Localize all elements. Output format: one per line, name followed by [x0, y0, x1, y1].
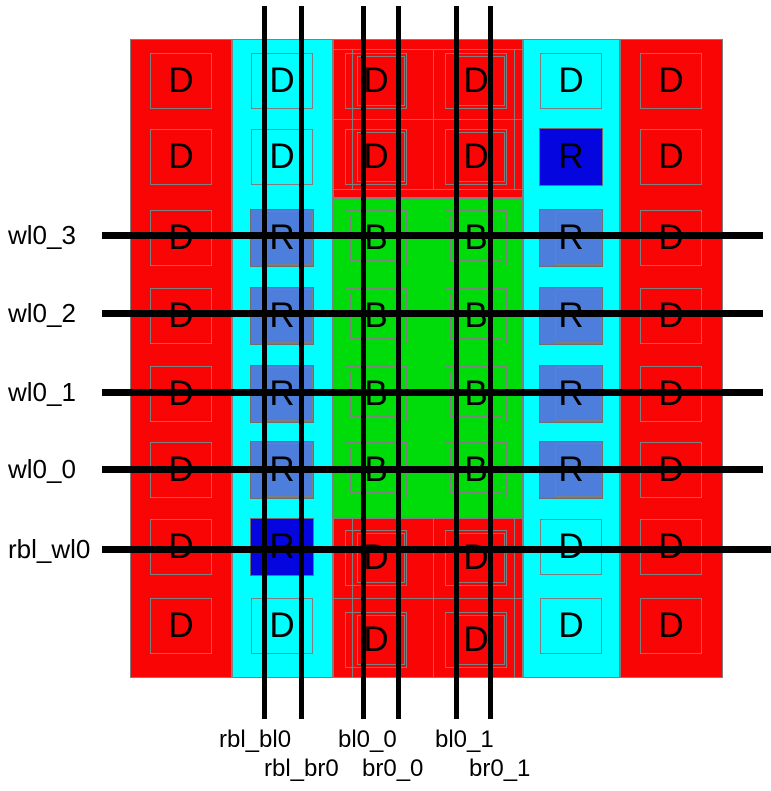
cell-boundary-line: [333, 189, 523, 190]
cell-outline-box: [251, 53, 313, 109]
cell-r8c5-D: D: [539, 597, 603, 655]
cell-letter-D: D: [658, 61, 684, 100]
region-right-dummy-column: [620, 39, 723, 678]
cell-letter-D: D: [658, 137, 684, 176]
cell-letter-D: D: [558, 61, 584, 100]
cell-letter-D: D: [269, 61, 295, 100]
cell-r1c6-D: D: [639, 52, 703, 110]
wordline-label-wl0_3: wl0_3: [8, 220, 76, 250]
cell-outline-box: [345, 612, 407, 668]
bitline-label-bl0_0: bl0_0: [338, 726, 397, 753]
wordline-label-wl0_2: wl0_2: [8, 298, 76, 328]
replica-dark-cell-patch: [539, 128, 603, 186]
region-left-dummy-column: [130, 39, 232, 678]
bitline-br0_0: [396, 6, 401, 719]
cell-r8c2-D: D: [250, 597, 314, 655]
cell-r8c3-D: D: [344, 611, 408, 669]
cell-letter-D: D: [168, 61, 194, 100]
wordline-wl0_1: [102, 389, 763, 396]
cell-outline-box: [345, 53, 407, 109]
cell-boundary-line: [514, 49, 515, 189]
bitline-rbl_br0: [299, 6, 304, 719]
cell-inner-box: [357, 533, 405, 583]
bitline-label-br0_1: br0_1: [469, 755, 531, 782]
cell-letter-D: D: [463, 137, 489, 176]
cell-inner-box: [357, 132, 405, 182]
cell-outline-box: [345, 129, 407, 185]
wordline-wl0_2: [102, 310, 763, 317]
cell-r2c3-D: D: [344, 128, 408, 186]
cell-outline-box: [150, 598, 212, 654]
wordline-label-wl0_1: wl0_1: [8, 377, 76, 407]
cell-outline-box: [251, 598, 313, 654]
cell-letter-D: D: [363, 137, 389, 176]
cell-boundary-line: [352, 518, 353, 677]
wordline-wl0_0: [102, 466, 763, 473]
cell-letter-D: D: [168, 137, 194, 176]
cell-outline-box: [345, 530, 407, 586]
cell-letter-D: D: [658, 606, 684, 645]
cell-letter-R: R: [558, 137, 584, 176]
cell-boundary-line: [333, 598, 523, 599]
cell-r1c1-D: D: [149, 52, 213, 110]
cell-r2c2-D: D: [250, 128, 314, 186]
cell-outline-box: [150, 129, 212, 185]
cell-letter-D: D: [463, 61, 489, 100]
cell-r2c6-D: D: [639, 128, 703, 186]
cell-r8c1-D: D: [149, 597, 213, 655]
bitline-bl0_1: [454, 6, 459, 719]
bitline-rbl_bl0: [262, 6, 267, 719]
cell-outline-box: [540, 598, 602, 654]
cell-boundary-line: [333, 119, 523, 120]
cell-letter-D: D: [363, 538, 389, 577]
cell-outline-box: [251, 129, 313, 185]
cell-outline-box: [445, 53, 507, 109]
cell-letter-D: D: [558, 606, 584, 645]
bitline-br0_1: [488, 6, 493, 719]
cell-letter-D: D: [363, 61, 389, 100]
cell-letter-D: D: [269, 137, 295, 176]
cell-outline-box: [540, 53, 602, 109]
cell-inner-box: [357, 615, 405, 665]
bitline-label-rbl_bl0: rbl_bl0: [219, 726, 292, 753]
cell-letter-D: D: [463, 538, 489, 577]
cell-r1c3-D: D: [344, 52, 408, 110]
cell-outline-box: [640, 129, 702, 185]
cell-r1c5-D: D: [539, 52, 603, 110]
cell-r8c6-D: D: [639, 597, 703, 655]
bitline-bl0_0: [361, 6, 366, 719]
cell-boundary-line: [514, 518, 515, 677]
cell-r1c2-D: D: [250, 52, 314, 110]
wordline-label-rbl_wl0: rbl_wl0: [8, 534, 91, 564]
cell-outline-box: [445, 129, 507, 185]
wordline-wl0_3: [102, 232, 763, 239]
cell-outline-box: [445, 530, 507, 586]
bitline-label-br0_0: br0_0: [362, 755, 424, 782]
cell-r1c4-D: D: [444, 52, 508, 110]
cell-boundary-line: [352, 49, 353, 189]
cell-boundary-line: [433, 49, 434, 189]
wordline-label-wl0_0: wl0_0: [8, 454, 76, 484]
bitline-label-rbl_br0: rbl_br0: [264, 755, 339, 782]
cell-boundary-line: [433, 518, 434, 677]
cell-letter-D: D: [363, 620, 389, 659]
cell-r7c3-D: D: [344, 529, 408, 587]
cell-outline-box: [150, 53, 212, 109]
bitline-label-bl0_1: bl0_1: [435, 726, 494, 753]
cell-letter-D: D: [463, 620, 489, 659]
cell-r2c1-D: D: [149, 128, 213, 186]
cell-boundary-line: [333, 49, 523, 50]
cell-outline-box: [640, 53, 702, 109]
cell-outline-box: [445, 612, 507, 668]
cell-letter-D: D: [168, 606, 194, 645]
cell-letter-D: D: [269, 606, 295, 645]
cell-r2c5-R: R: [539, 128, 603, 186]
wordline-rbl_wl0: [102, 546, 771, 553]
cell-inner-box: [357, 56, 405, 106]
cell-outline-box: [640, 598, 702, 654]
